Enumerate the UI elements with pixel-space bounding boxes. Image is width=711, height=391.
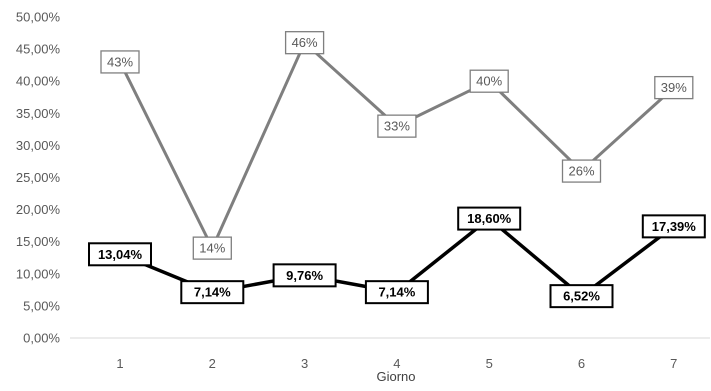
- data-label-box: [654, 75, 694, 100]
- data-label-box: [549, 284, 614, 309]
- data-label: 6,52%: [549, 284, 614, 309]
- data-label-box: [180, 280, 245, 305]
- x-tick-label: 1: [116, 356, 123, 371]
- data-label-text: 7,14%: [194, 285, 231, 300]
- data-label-box: [364, 280, 429, 305]
- data-label-box: [641, 214, 706, 239]
- data-label-text: 43%: [107, 54, 133, 69]
- y-tick-label: 0,00%: [23, 331, 60, 346]
- data-label: 26%: [561, 159, 602, 183]
- data-label-box: [272, 263, 337, 288]
- x-axis: 1 2 3 4 5 6 7: [70, 337, 710, 371]
- data-label-text: 17,39%: [652, 219, 697, 234]
- data-label-text: 40%: [476, 74, 502, 89]
- data-label: 7,14%: [364, 280, 429, 305]
- data-label: 13,04%: [88, 242, 152, 267]
- data-label-text: 26%: [568, 164, 594, 179]
- data-label-box: [469, 69, 509, 93]
- data-label: 9,76%: [272, 263, 337, 288]
- y-tick-label: 5,00%: [23, 298, 60, 313]
- y-tick-label: 25,00%: [16, 170, 61, 185]
- data-label-box: [192, 236, 232, 260]
- data-label-box: [100, 50, 140, 74]
- x-tick-label: 5: [486, 356, 493, 371]
- data-label-box: [284, 31, 325, 55]
- data-label-text: 6,52%: [563, 289, 600, 304]
- y-tick-label: 45,00%: [16, 42, 61, 57]
- y-tick-label: 50,00%: [16, 10, 61, 25]
- x-axis-title: Giorno: [376, 369, 415, 384]
- series-line-1: [118, 41, 676, 250]
- data-label-box: [561, 159, 602, 183]
- data-label: 43%: [100, 50, 140, 74]
- data-labels: 43% 14% 46% 33% 40% 26% 39% 13,04% 7,14% 9,76% 7,1…: [88, 31, 706, 309]
- y-tick-label: 35,00%: [16, 106, 61, 121]
- data-label-text: 14%: [199, 241, 225, 256]
- y-tick-label: 30,00%: [16, 138, 61, 153]
- data-label: 40%: [469, 69, 509, 93]
- data-label: 46%: [284, 31, 325, 55]
- x-tick-label: 3: [301, 356, 308, 371]
- data-label-text: 39%: [661, 80, 687, 95]
- x-tick-label: 2: [209, 356, 216, 371]
- data-label-box: [377, 114, 417, 138]
- data-label-box: [457, 206, 522, 231]
- data-label: 33%: [377, 114, 417, 138]
- y-tick-label: 10,00%: [16, 266, 61, 281]
- x-tick-label: 4: [393, 356, 400, 371]
- data-label-text: 9,76%: [286, 268, 323, 283]
- y-axis: 0,00% 5,00% 10,00% 15,00% 20,00% 25,00% 30,00%…: [16, 10, 61, 346]
- data-label-box: [88, 242, 152, 267]
- data-label-text: 33%: [384, 119, 410, 134]
- data-label-text: 18,60%: [467, 211, 512, 226]
- y-tick-label: 15,00%: [16, 234, 61, 249]
- data-label: 18,60%: [457, 206, 522, 231]
- y-tick-label: 40,00%: [16, 74, 61, 89]
- data-label: 39%: [654, 75, 694, 100]
- x-tick-label: 7: [670, 356, 677, 371]
- data-label: 14%: [192, 236, 232, 260]
- data-label: 7,14%: [180, 280, 245, 305]
- y-tick-label: 20,00%: [16, 202, 61, 217]
- data-label-text: 13,04%: [98, 247, 143, 262]
- x-tick-label: 6: [578, 356, 585, 371]
- data-label-text: 46%: [292, 35, 318, 50]
- data-label: 17,39%: [641, 214, 706, 239]
- data-label-text: 7,14%: [378, 285, 415, 300]
